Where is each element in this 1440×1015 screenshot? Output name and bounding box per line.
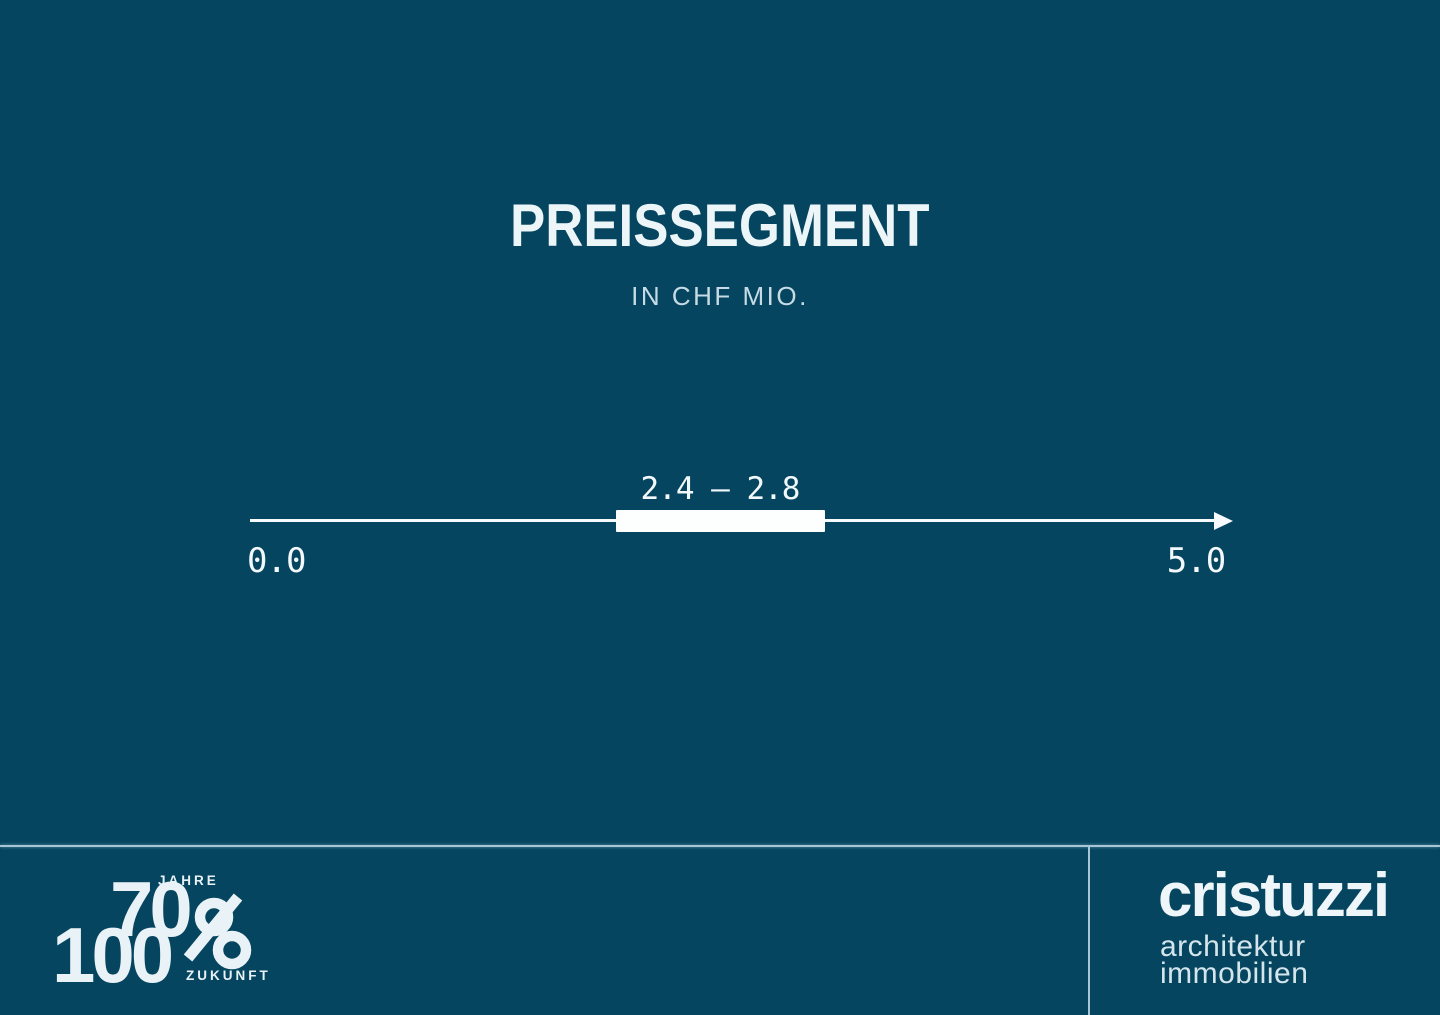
- footer-divider-vertical: [1088, 847, 1090, 1015]
- page-title: PREISSEGMENT: [509, 192, 930, 259]
- percent-icon: [183, 893, 252, 970]
- brand-tagline-architektur: architektur: [1160, 930, 1306, 963]
- axis-min-label: 0.0: [247, 541, 306, 581]
- axis-max-label: 5.0: [1166, 541, 1226, 581]
- anniversary-zukunft-label: ZUKUNFT: [186, 968, 271, 983]
- range-bar: [616, 510, 825, 532]
- axis-arrowhead-icon: [1214, 512, 1233, 530]
- footer-divider-horizontal: [0, 845, 1440, 847]
- brand-logo: cristuzzi architektur immobilien: [1150, 858, 1435, 1008]
- range-value-label: 2.4 – 2.8: [640, 471, 801, 507]
- brand-wordmark: cristuzzi: [1158, 861, 1390, 930]
- anniversary-jahre-label: JAHRE: [158, 873, 219, 888]
- anniversary-zukunft-number: 100: [52, 911, 174, 999]
- brand-tagline-immobilien: immobilien: [1160, 957, 1309, 990]
- anniversary-logo: JAHRE 70 100 ZUKUNFT: [40, 866, 280, 1011]
- anniversary-jahre-number: 70: [110, 865, 193, 953]
- page-subtitle: IN CHF MIO.: [631, 281, 809, 311]
